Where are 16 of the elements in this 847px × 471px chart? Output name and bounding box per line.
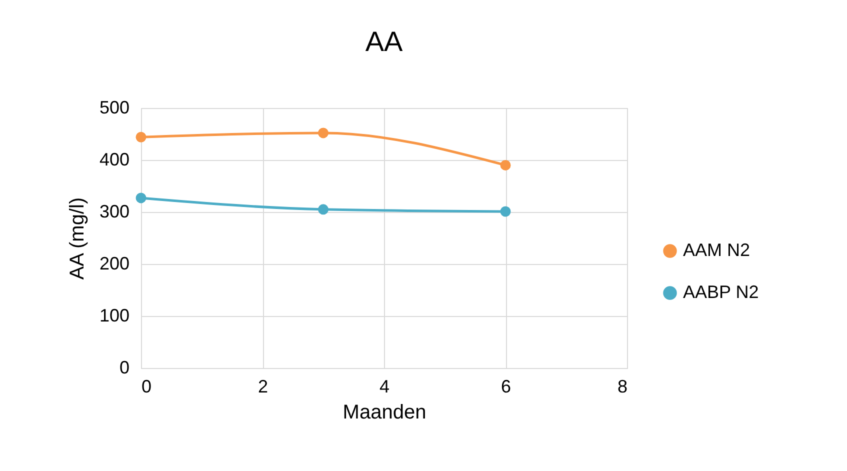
legend-label: AAM N2 xyxy=(683,240,750,260)
chart-title: AA xyxy=(365,26,403,57)
x-axis-title: Maanden xyxy=(342,402,426,424)
y-tick-label: 500 xyxy=(99,98,130,118)
y-tick-label: 300 xyxy=(99,202,130,222)
y-axis-title: AA (mg/l) xyxy=(66,197,88,280)
y-tick-label: 400 xyxy=(99,150,130,170)
x-tick-label: 8 xyxy=(617,376,628,396)
legend-label: AABP N2 xyxy=(683,282,759,302)
y-tick-label: 100 xyxy=(99,306,130,326)
x-tick-label: 0 xyxy=(142,376,152,396)
x-tick-label: 4 xyxy=(379,376,390,396)
x-tick-label: 2 xyxy=(258,376,268,396)
y-tick-label: 0 xyxy=(119,358,130,378)
x-tick-label: 6 xyxy=(500,376,512,396)
y-tick-label: 200 xyxy=(99,254,130,274)
